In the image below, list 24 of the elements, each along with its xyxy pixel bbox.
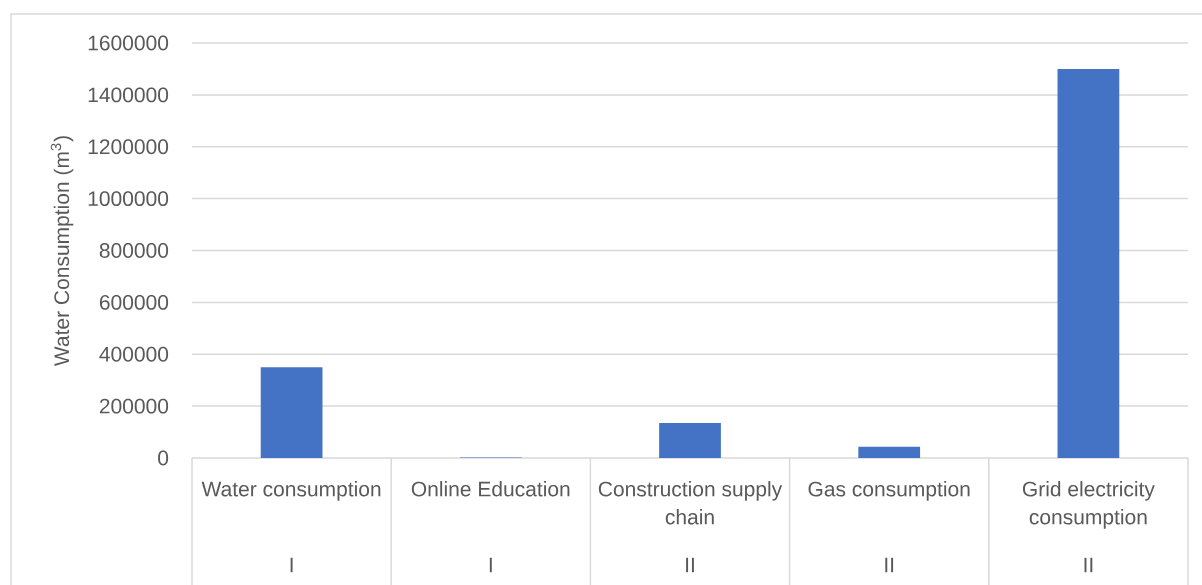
x-tick-label: Grid electricity consumption [1022, 481, 1155, 529]
text: II [885, 557, 894, 573]
y-tick-label: 400000 [99, 346, 169, 362]
y-tick-label: 800000 [99, 243, 169, 258]
bar [1057, 68, 1120, 458]
text: I [290, 557, 293, 573]
y-tick-label: 1000000 [88, 191, 169, 207]
text: II [686, 557, 694, 573]
text: I [489, 557, 492, 573]
y-tick-label: 1600000 [88, 35, 169, 51]
x-tick-label: Online Education [411, 481, 570, 497]
y-tick-label: 200000 [99, 398, 169, 414]
y-tick-label: 600000 [99, 294, 169, 310]
text: II [1084, 557, 1093, 573]
x-tick-label: Water consumption [201, 481, 381, 501]
y-axis-title: Water Consumption (m$^{3}$) [50, 136, 74, 367]
y-tick-label: 1200000 [88, 139, 169, 155]
x-tick-label: Gas consumption [808, 481, 970, 501]
bar [260, 367, 323, 458]
bar [659, 422, 721, 458]
x-tick-label: Construction supply chain [598, 481, 783, 525]
y-tick-label: 1400000 [88, 87, 169, 103]
bar [858, 446, 921, 458]
y-tick-label: 0 [158, 450, 169, 466]
